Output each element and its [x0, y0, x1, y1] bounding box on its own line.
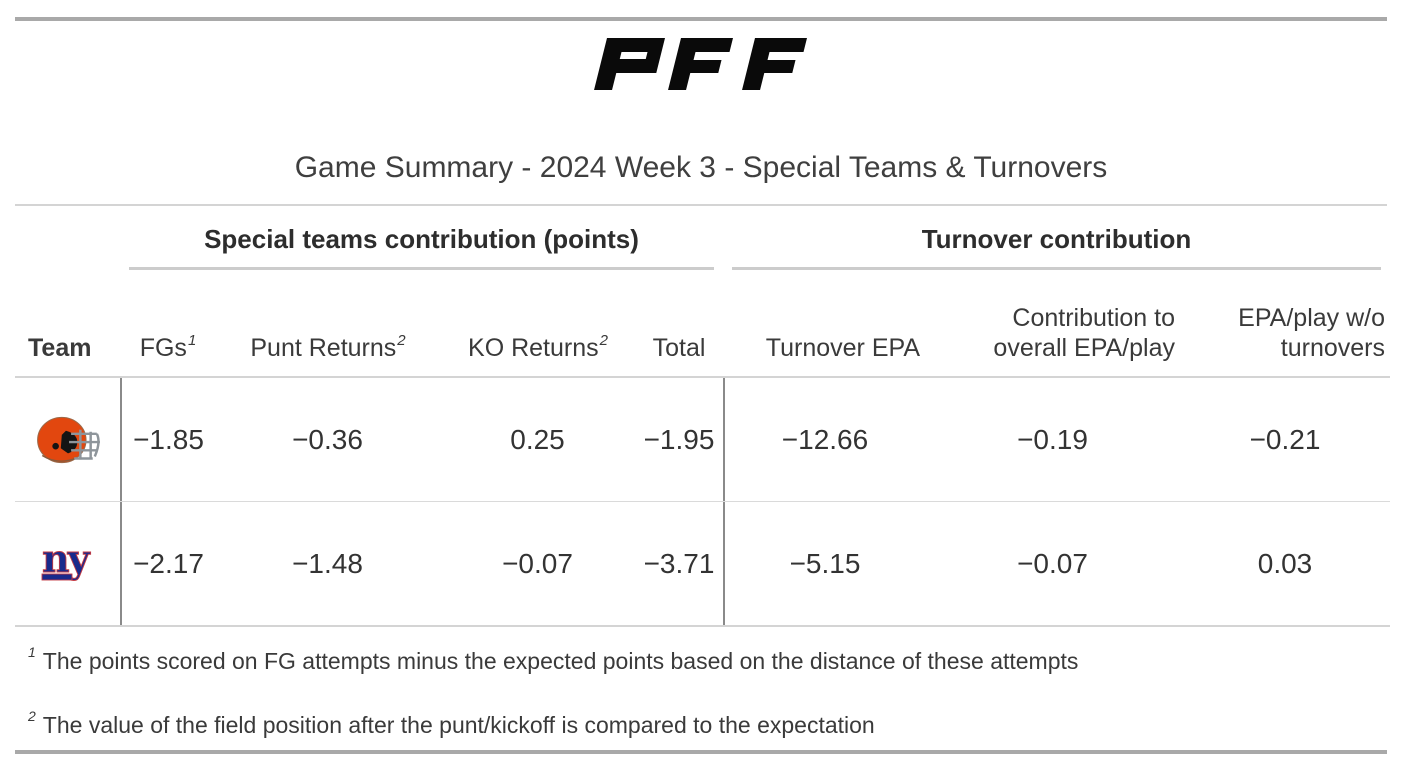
cell-turnover-epa: −5.15: [723, 502, 925, 625]
table-body: −1.85 −0.36 0.25 −1.95 −12.66 −0.19 −0.2…: [15, 378, 1390, 627]
cell-ko-returns: 0.25: [510, 423, 565, 455]
column-header-turnover-epa: Turnover EPA: [765, 334, 920, 362]
footnote-marker: 2: [599, 331, 608, 349]
cell-punt-returns: −0.36: [292, 423, 363, 455]
cell-contribution-epa: −0.07: [1017, 547, 1088, 579]
footnote-marker: 1: [187, 331, 197, 349]
footnote-marker: 2: [397, 331, 406, 349]
group-header-row: Special teams contribution (points) Turn…: [15, 208, 1390, 270]
column-header-total: Total: [652, 334, 706, 362]
cell-fgs: −2.17: [120, 502, 215, 625]
table-row-browns: −1.85 −0.36 0.25 −1.95 −12.66 −0.19 −0.2…: [15, 378, 1390, 502]
group-spacer: [15, 208, 120, 270]
table-row-giants: ny −2.17 −1.48 −0.07 −3.71 −5.15 −0.07 0…: [15, 502, 1390, 625]
footnote-2-marker: 2: [28, 708, 36, 725]
group-underline: [732, 267, 1381, 270]
bottom-divider-bar: [15, 750, 1387, 754]
cell-fgs: −1.85: [120, 378, 215, 501]
column-header-contribution-epa: Contribution to overall EPA/play: [993, 304, 1175, 362]
group-header-special-teams: Special teams contribution (points): [120, 208, 723, 270]
team-logo-cell: [15, 378, 120, 501]
footnote-1-text: The points scored on FG attempts minus t…: [42, 648, 1079, 674]
cell-turnover-epa: −12.66: [723, 378, 925, 501]
browns-helmet-logo: [36, 416, 100, 463]
cell-epa-wo-turnovers: −0.21: [1249, 423, 1321, 455]
cell-punt-returns: −1.48: [292, 547, 363, 579]
footnote-2: 2 The value of the field position after t…: [28, 709, 875, 739]
table-top-rule: [15, 204, 1387, 206]
giants-ny-logo: ny: [41, 539, 93, 581]
footnote-2-text: The value of the field position after th…: [42, 712, 875, 738]
cell-total: −3.71: [643, 547, 715, 579]
cell-contribution-epa: −0.19: [1017, 423, 1088, 455]
summary-table: Special teams contribution (points) Turn…: [15, 208, 1390, 627]
cell-total: −1.95: [643, 423, 715, 455]
column-header-row: Team FGs1 Punt Returns2 KO Returns2 Tota…: [15, 270, 1390, 378]
svg-text:ny: ny: [42, 539, 91, 581]
pff-logo-icon: [593, 36, 809, 97]
cell-epa-wo-turnovers: 0.03: [1257, 547, 1313, 579]
column-header-team: Team: [28, 334, 92, 362]
cell-ko-returns: −0.07: [502, 547, 573, 579]
column-header-epa-wo-turnovers: EPA/play w/o turnovers: [1238, 304, 1385, 362]
group-header-turnover: Turnover contribution: [723, 208, 1390, 270]
footnote-1: 1 The points scored on FG attempts minus …: [28, 645, 1079, 675]
footnote-1-marker: 1: [28, 644, 36, 661]
group-underline: [129, 267, 714, 270]
team-logo-cell: ny: [15, 502, 120, 625]
group-label: Special teams contribution (points): [204, 224, 639, 254]
column-header-punt-returns: Punt Returns2: [250, 331, 406, 362]
group-label: Turnover contribution: [921, 224, 1192, 254]
top-divider-bar: [15, 17, 1387, 21]
page-title: Game Summary - 2024 Week 3 - Special Tea…: [294, 151, 1108, 184]
column-header-fgs: FGs1: [139, 331, 197, 362]
column-header-ko-returns: KO Returns2: [468, 331, 608, 362]
